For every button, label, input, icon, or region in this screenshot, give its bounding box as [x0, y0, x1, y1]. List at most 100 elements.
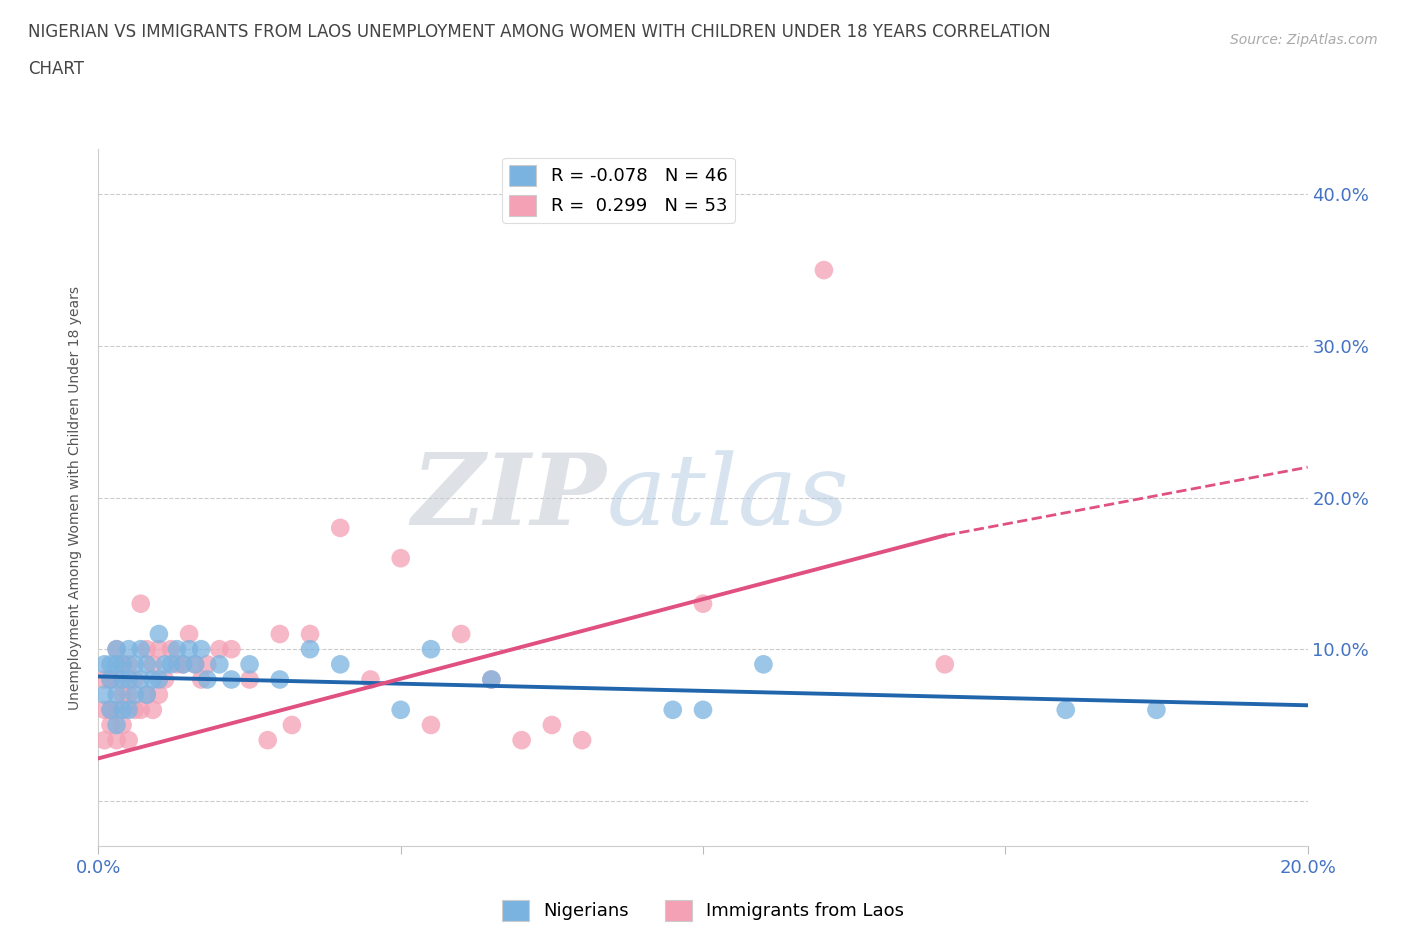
Point	[142, 702, 165, 717]
Text: Source: ZipAtlas.com: Source: ZipAtlas.com	[1230, 33, 1378, 46]
Point	[190, 642, 212, 657]
Point	[179, 627, 201, 642]
Point	[129, 702, 152, 717]
Point	[269, 672, 291, 687]
Point	[111, 718, 134, 733]
Point	[481, 672, 503, 687]
Point	[221, 672, 243, 687]
Point	[752, 657, 775, 671]
Point	[166, 657, 188, 671]
Point	[190, 672, 212, 687]
Point	[256, 733, 278, 748]
Point	[166, 642, 188, 657]
Point	[420, 718, 443, 733]
Point	[239, 657, 262, 671]
Point	[129, 596, 152, 611]
Point	[100, 718, 122, 733]
Point	[662, 702, 685, 717]
Y-axis label: Unemployment Among Women with Children Under 18 years: Unemployment Among Women with Children U…	[69, 286, 83, 710]
Point	[111, 657, 134, 671]
Text: CHART: CHART	[28, 60, 84, 78]
Point	[299, 627, 322, 642]
Point	[118, 642, 141, 657]
Point	[93, 733, 115, 748]
Point	[118, 733, 141, 748]
Text: ZIP: ZIP	[412, 449, 606, 546]
Point	[329, 657, 352, 671]
Point	[153, 657, 176, 671]
Point	[129, 642, 152, 657]
Point	[93, 657, 115, 671]
Point	[148, 687, 170, 702]
Point	[239, 672, 262, 687]
Point	[118, 702, 141, 717]
Point	[389, 702, 412, 717]
Point	[93, 672, 115, 687]
Point	[142, 672, 165, 687]
Point	[100, 672, 122, 687]
Point	[118, 657, 141, 671]
Point	[124, 687, 146, 702]
Point	[510, 733, 533, 748]
Point	[111, 687, 134, 702]
Text: atlas: atlas	[606, 450, 849, 545]
Point	[160, 642, 183, 657]
Point	[124, 657, 146, 671]
Point	[208, 642, 231, 657]
Point	[281, 718, 304, 733]
Point	[195, 657, 218, 671]
Text: NIGERIAN VS IMMIGRANTS FROM LAOS UNEMPLOYMENT AMONG WOMEN WITH CHILDREN UNDER 18: NIGERIAN VS IMMIGRANTS FROM LAOS UNEMPLO…	[28, 23, 1050, 41]
Point	[540, 718, 562, 733]
Point	[221, 642, 243, 657]
Point	[118, 687, 141, 702]
Point	[153, 672, 176, 687]
Point	[481, 672, 503, 687]
Point	[105, 733, 128, 748]
Point	[105, 642, 128, 657]
Point	[148, 642, 170, 657]
Point	[111, 672, 134, 687]
Point	[269, 627, 291, 642]
Point	[111, 702, 134, 717]
Point	[184, 657, 207, 671]
Point	[692, 702, 714, 717]
Point	[100, 702, 122, 717]
Point	[129, 672, 152, 687]
Point	[93, 687, 115, 702]
Point	[105, 657, 128, 671]
Point	[105, 702, 128, 717]
Point	[135, 657, 157, 671]
Point	[571, 733, 593, 748]
Point	[124, 702, 146, 717]
Point	[93, 702, 115, 717]
Point	[360, 672, 382, 687]
Point	[135, 687, 157, 702]
Point	[111, 657, 134, 671]
Point	[450, 627, 472, 642]
Point	[299, 642, 322, 657]
Point	[124, 672, 146, 687]
Point	[118, 672, 141, 687]
Point	[184, 657, 207, 671]
Point	[100, 657, 122, 671]
Point	[160, 657, 183, 671]
Point	[934, 657, 956, 671]
Point	[813, 262, 835, 277]
Point	[105, 687, 128, 702]
Point	[105, 672, 128, 687]
Point	[100, 702, 122, 717]
Point	[135, 642, 157, 657]
Point	[1144, 702, 1167, 717]
Point	[105, 642, 128, 657]
Point	[142, 657, 165, 671]
Point	[208, 657, 231, 671]
Point	[172, 657, 194, 671]
Point	[420, 642, 443, 657]
Point	[105, 718, 128, 733]
Point	[389, 551, 412, 565]
Point	[179, 642, 201, 657]
Point	[329, 521, 352, 536]
Legend: Nigerians, Immigrants from Laos: Nigerians, Immigrants from Laos	[495, 893, 911, 928]
Point	[148, 672, 170, 687]
Point	[172, 657, 194, 671]
